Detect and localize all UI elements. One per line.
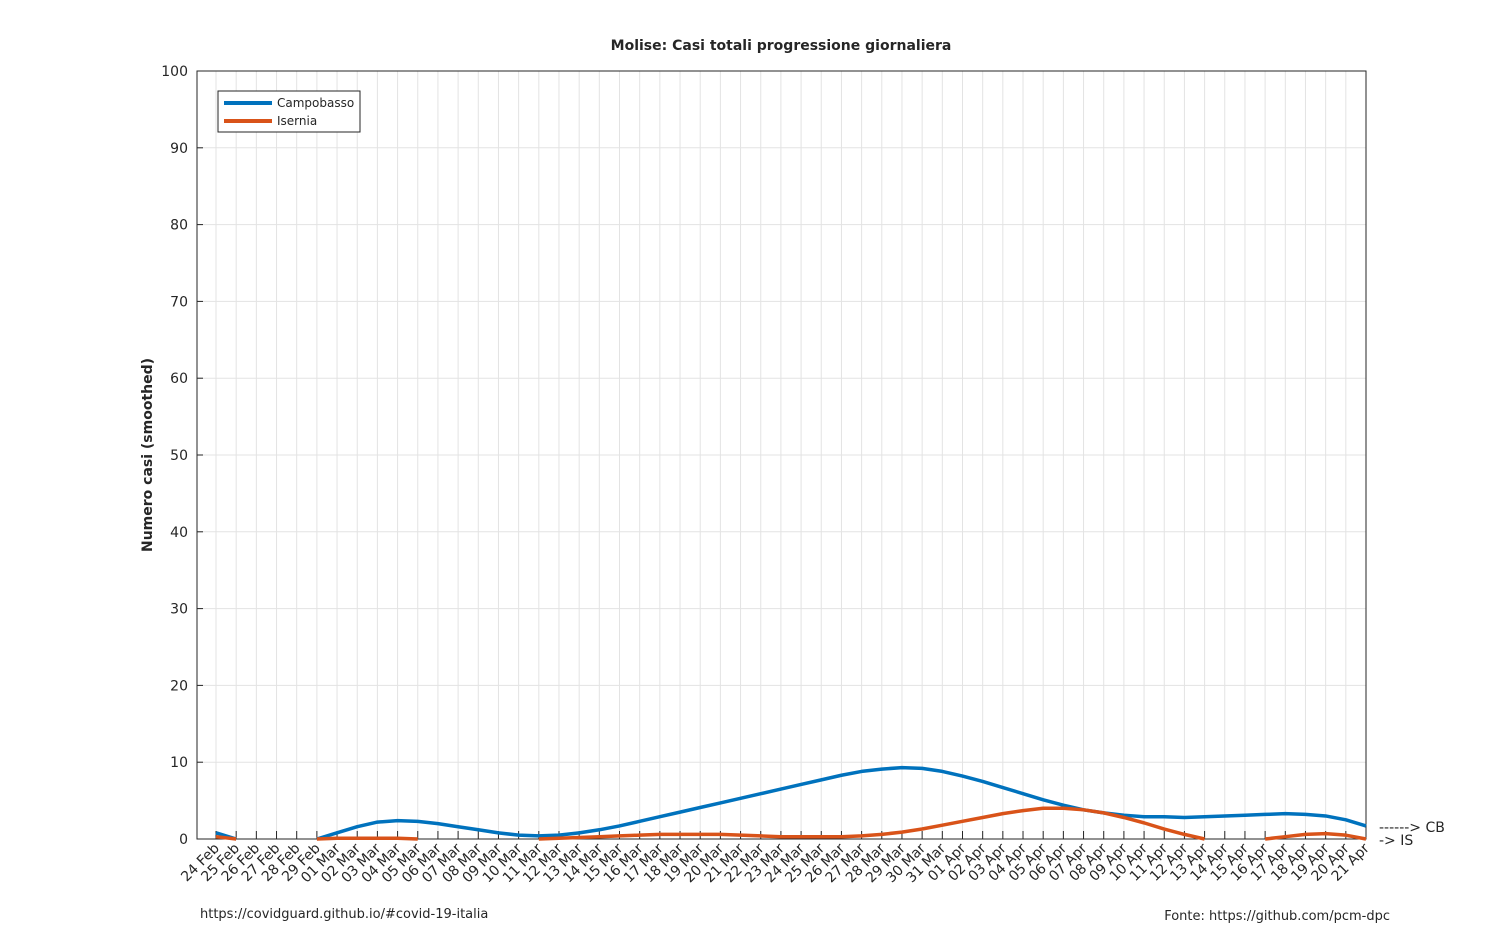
y-axis-label: Numero casi (smoothed)	[140, 358, 156, 552]
y-tick-label: 100	[161, 64, 188, 80]
y-tick-label: 80	[170, 218, 188, 234]
annotation: -> IS	[1379, 833, 1413, 849]
plot-frame	[196, 70, 1367, 840]
y-tick-label: 0	[179, 832, 188, 848]
annotation: ------> CB	[1379, 820, 1445, 836]
y-tick-label: 30	[170, 602, 188, 618]
legend-label: Isernia	[277, 114, 317, 128]
y-tick-label: 10	[170, 755, 188, 771]
line-series	[215, 806, 1367, 841]
line-series	[215, 765, 1367, 841]
y-tick-label: 20	[170, 678, 188, 694]
legend-label: Campobasso	[277, 96, 354, 110]
y-tick-label: 90	[170, 141, 188, 157]
footer: Fonte: https://github.com/pcm-dpc	[1164, 909, 1390, 924]
footer: https://covidguard.github.io/#covid-19-i…	[200, 907, 488, 922]
y-tick-label: 60	[170, 371, 188, 387]
y-tick-label: 50	[170, 448, 188, 464]
legend-box	[217, 90, 361, 133]
y-tick-label: 40	[170, 525, 188, 541]
chart-title: Molise: Casi totali progressione giornal…	[611, 38, 952, 54]
y-tick-label: 70	[170, 294, 188, 310]
